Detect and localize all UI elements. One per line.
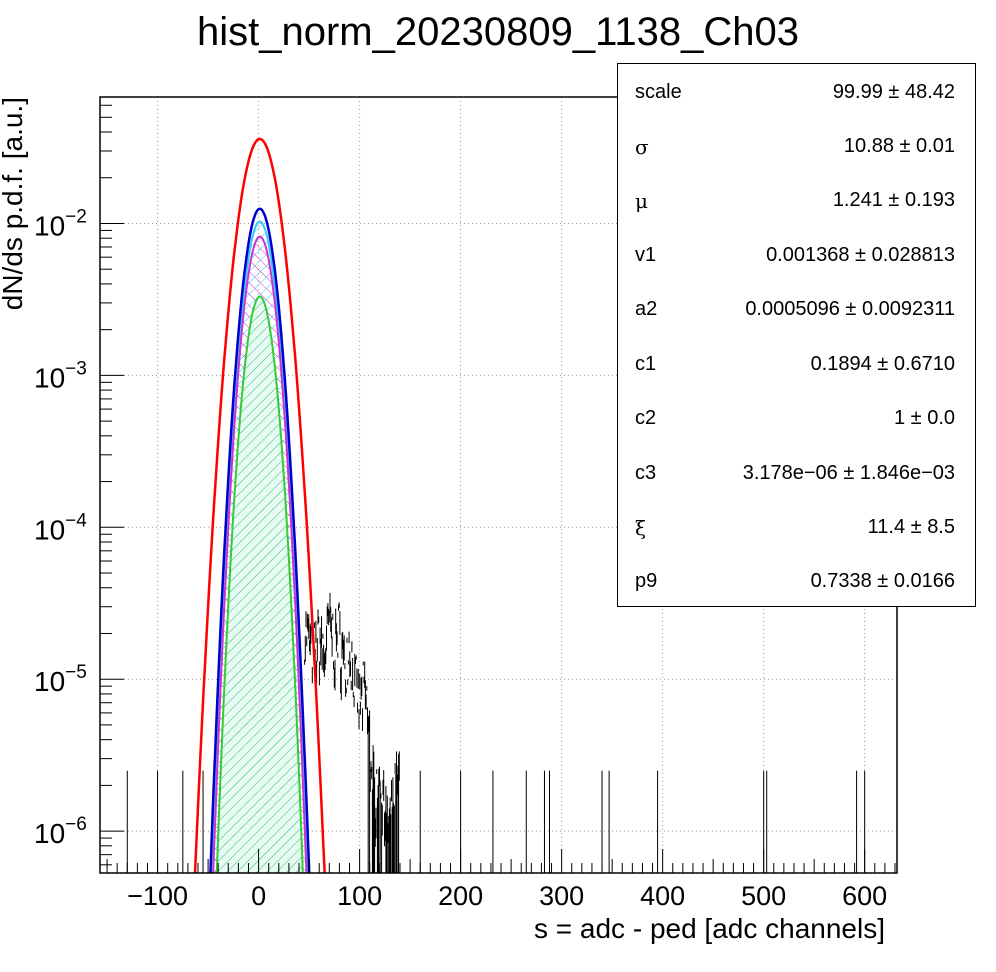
stat-row-scale: scale 99.99 ± 48.42 [618, 81, 975, 111]
y-tick-base: 10 [34, 666, 65, 697]
stat-row-v1: v1 0.001368 ± 0.028813 [618, 244, 975, 274]
chart-title: hist_norm_20230809_1138_Ch03 [197, 10, 799, 54]
stat-row-sigma: σ 10.88 ± 0.01 [618, 135, 975, 165]
stat-value: 1 ± 0.0 [893, 407, 955, 429]
y-tick-base: 10 [34, 362, 65, 393]
stat-value: 99.99 ± 48.42 [832, 81, 955, 103]
y-tick-exponent: −6 [65, 814, 87, 835]
fit-curve-4 [215, 295, 304, 873]
stat-row-c1: c1 0.1894 ± 0.6710 [618, 353, 975, 383]
y-tick-base: 10 [34, 514, 65, 545]
stat-name: scale [635, 81, 682, 103]
histogram-tail [304, 592, 400, 873]
stat-row-c2: c2 1 ± 0.0 [618, 407, 975, 437]
stat-name: μ [635, 189, 648, 213]
stat-name: σ [635, 135, 649, 159]
x-tick-label: 600 [842, 881, 887, 911]
stat-name: a2 [635, 298, 658, 320]
stat-name: c2 [635, 407, 657, 429]
fit-curve-0 [193, 137, 326, 873]
stat-value: 0.001368 ± 0.028813 [766, 244, 955, 266]
stat-name: v1 [635, 244, 657, 266]
x-tick-label: −100 [127, 881, 188, 911]
y-axis-label: dN/ds p.d.f. [a.u.] [0, 97, 28, 310]
x-tick-label: 0 [251, 881, 266, 911]
stat-name: ξ [635, 516, 647, 540]
y-tick-label: 10−3 [34, 358, 87, 393]
y-tick-exponent: −4 [65, 510, 87, 531]
x-axis-label: s = adc - ped [adc channels] [534, 913, 885, 944]
x-tick-label: 300 [539, 881, 584, 911]
stat-value: 10.88 ± 0.01 [843, 135, 955, 157]
stat-name: c1 [635, 353, 657, 375]
stat-value: 0.1894 ± 0.6710 [810, 353, 955, 375]
y-tick-label: 10−6 [34, 814, 87, 849]
stat-row-mu: μ 1.241 ± 0.193 [618, 189, 975, 219]
y-tick-label: 10−4 [34, 510, 87, 545]
stat-value: 3.178e−06 ± 1.846e−03 [742, 462, 955, 484]
y-tick-base: 10 [34, 210, 65, 241]
stat-value: 0.0005096 ± 0.0092311 [745, 298, 955, 320]
stat-row-a2: a2 0.0005096 ± 0.0092311 [618, 298, 975, 328]
x-tick-label: 400 [640, 881, 685, 911]
stat-row-xi: ξ 11.4 ± 8.5 [618, 516, 975, 546]
y-tick-exponent: −5 [65, 662, 87, 683]
stat-name: p9 [635, 570, 658, 592]
fit-statistics-box: scale 99.99 ± 48.42 σ 10.88 ± 0.01 μ 1.2… [617, 63, 976, 607]
stat-value: 0.7338 ± 0.0166 [810, 570, 955, 592]
stat-value: 1.241 ± 0.193 [832, 189, 955, 211]
stat-value: 11.4 ± 8.5 [867, 516, 955, 538]
x-tick-label: 500 [741, 881, 786, 911]
stat-row-p9: p9 0.7338 ± 0.0166 [618, 570, 975, 600]
y-tick-exponent: −2 [65, 206, 87, 227]
y-tick-base: 10 [34, 818, 65, 849]
x-tick-label: 100 [337, 881, 382, 911]
fit-curve-1 [209, 207, 311, 873]
stat-name: c3 [635, 462, 657, 484]
y-tick-exponent: −3 [65, 358, 87, 379]
y-tick-label: 10−2 [34, 206, 87, 241]
stat-row-c3: c3 3.178e−06 ± 1.846e−03 [618, 462, 975, 492]
y-tick-label: 10−5 [34, 662, 87, 697]
x-tick-label: 200 [438, 881, 483, 911]
